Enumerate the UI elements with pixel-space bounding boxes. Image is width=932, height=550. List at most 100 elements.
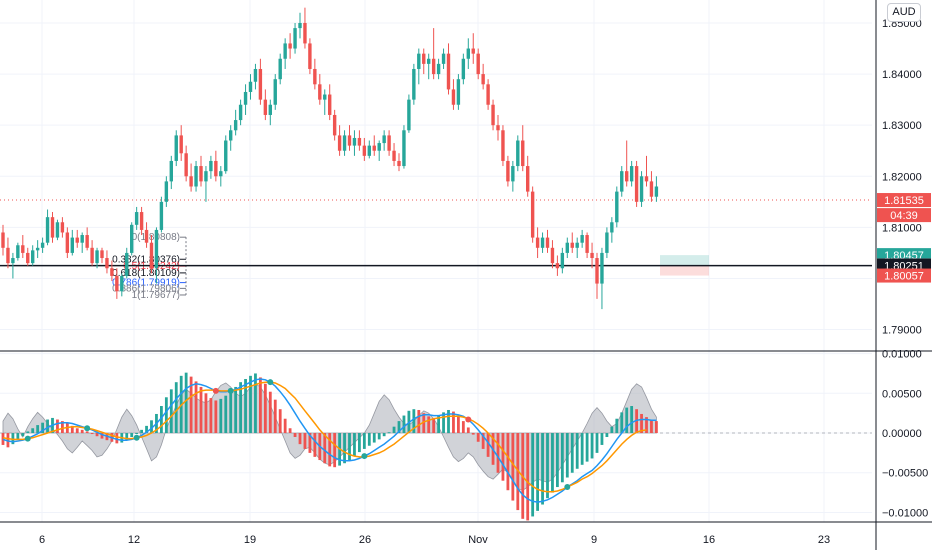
candle-body bbox=[154, 229, 159, 269]
candle-body bbox=[550, 247, 555, 264]
currency-badge[interactable]: AUD bbox=[887, 3, 921, 22]
candle-body bbox=[347, 135, 352, 146]
indicator-bar bbox=[620, 412, 624, 434]
candle-body bbox=[80, 235, 84, 243]
indicator-bar bbox=[382, 433, 386, 437]
candle-body bbox=[570, 242, 574, 248]
time-tick-label: 6 bbox=[39, 534, 45, 546]
candle-body bbox=[159, 201, 164, 230]
indicator-lines bbox=[2, 378, 657, 503]
candle-body bbox=[258, 68, 263, 100]
candle-body bbox=[511, 166, 515, 182]
candle-body bbox=[283, 43, 287, 59]
indicator-bar bbox=[392, 426, 396, 434]
indicator-bar bbox=[31, 428, 35, 434]
candle-body bbox=[45, 217, 50, 243]
candle-body bbox=[179, 135, 183, 154]
candle-body bbox=[328, 94, 332, 115]
indicator-bar bbox=[496, 433, 500, 473]
candle-body bbox=[501, 130, 505, 161]
candle-body bbox=[595, 258, 599, 284]
indicator-bar bbox=[333, 433, 337, 468]
candle-body bbox=[565, 242, 569, 253]
indicator-bar bbox=[283, 418, 287, 434]
indicator-bar bbox=[204, 393, 208, 434]
indicator-cross-dot bbox=[465, 416, 472, 423]
indicator-bar bbox=[209, 398, 213, 434]
indicator-bar bbox=[194, 381, 198, 434]
candle-body bbox=[90, 247, 94, 264]
candle-body bbox=[144, 229, 149, 243]
candle-body bbox=[407, 99, 411, 131]
candle-body bbox=[268, 104, 272, 115]
candle-body bbox=[387, 135, 391, 151]
indicator-bar bbox=[169, 389, 173, 434]
candle-body bbox=[466, 48, 470, 59]
candle-body bbox=[486, 84, 490, 105]
indicator-cross-dot bbox=[227, 387, 234, 394]
candle-body bbox=[224, 140, 228, 172]
indicator-bar bbox=[75, 428, 79, 434]
candle-body bbox=[21, 245, 25, 253]
candle-body bbox=[308, 43, 312, 69]
candle-body bbox=[377, 143, 381, 151]
candle-body bbox=[288, 43, 292, 49]
candle-body bbox=[540, 237, 545, 248]
candle-body bbox=[397, 160, 401, 167]
indicator-bar bbox=[367, 433, 371, 446]
candle-body bbox=[441, 53, 446, 64]
indicator-bar bbox=[466, 427, 470, 434]
indicator-bar bbox=[476, 433, 480, 442]
indicator-bar bbox=[199, 386, 203, 434]
indicator-cross-dot bbox=[564, 484, 571, 491]
indicator-bar bbox=[358, 433, 361, 453]
time-axis: 6 12 19 26 Nov 9 16 23 bbox=[39, 534, 830, 546]
indicator-bar bbox=[560, 433, 564, 483]
price-tick-label: 1.79000 bbox=[882, 325, 922, 337]
price-tag-box bbox=[877, 268, 931, 283]
candle-body bbox=[105, 258, 109, 269]
candle-body bbox=[600, 252, 604, 284]
candle-body bbox=[461, 58, 466, 80]
candle-body bbox=[654, 186, 659, 197]
candle-body bbox=[446, 53, 451, 90]
candle-body bbox=[100, 250, 104, 259]
candle-body bbox=[644, 176, 649, 182]
indicator-bar bbox=[229, 391, 233, 434]
candle-body bbox=[26, 252, 30, 264]
indicator-bar bbox=[615, 418, 619, 434]
indicator-bar bbox=[145, 425, 148, 434]
price-tick-label: 1.81000 bbox=[882, 222, 922, 234]
indicator-cross-dot bbox=[212, 387, 219, 394]
candle-body bbox=[332, 114, 337, 136]
price-tag-box bbox=[877, 208, 931, 223]
indicator-bar bbox=[323, 433, 327, 464]
indicator-bar bbox=[249, 375, 252, 434]
candle-body bbox=[620, 171, 624, 192]
indicator-bar bbox=[244, 379, 247, 434]
indicator-bar bbox=[268, 391, 272, 434]
candle-body bbox=[214, 160, 218, 177]
candle-body bbox=[427, 58, 431, 64]
candle-body bbox=[278, 58, 282, 80]
indicator-bar bbox=[590, 433, 594, 459]
candle-body bbox=[115, 275, 119, 292]
candle-body bbox=[362, 145, 367, 156]
indicator-bar bbox=[655, 421, 658, 434]
indicator-bar bbox=[343, 433, 346, 464]
candle-body bbox=[555, 263, 560, 269]
indicator-bar bbox=[575, 433, 579, 469]
candlestick-series bbox=[1, 7, 659, 310]
candle-body bbox=[431, 58, 436, 75]
indicator-bar bbox=[278, 409, 282, 434]
indicator-bar bbox=[21, 433, 25, 437]
price-tag-label: 1.81535 bbox=[884, 195, 924, 207]
candle-body bbox=[60, 222, 65, 233]
indicator-bar bbox=[570, 433, 574, 473]
time-tick-label: 9 bbox=[591, 534, 597, 546]
candle-body bbox=[625, 171, 629, 182]
candle-body bbox=[451, 89, 456, 105]
